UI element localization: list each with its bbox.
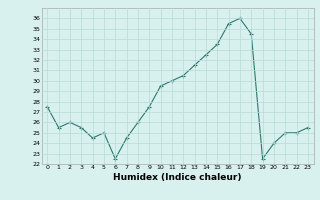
- X-axis label: Humidex (Indice chaleur): Humidex (Indice chaleur): [113, 173, 242, 182]
